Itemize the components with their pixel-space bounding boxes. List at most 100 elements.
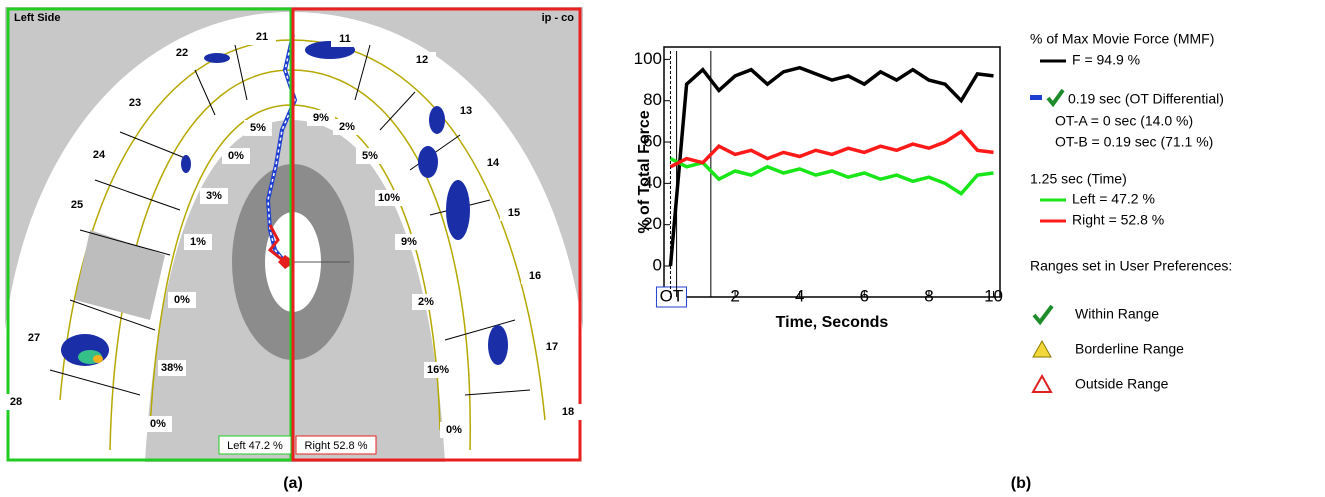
mode-label: ip - co bbox=[542, 12, 575, 24]
tooth-number-box bbox=[408, 52, 436, 68]
legend-label: F = 94.9 % bbox=[1072, 52, 1140, 68]
left-total-box bbox=[218, 435, 292, 455]
ot-marker bbox=[1030, 95, 1042, 100]
tooth-number: 28 bbox=[10, 396, 22, 408]
tooth-percent-box bbox=[395, 234, 423, 250]
tooth-number-box bbox=[2, 394, 30, 410]
tooth-number-box bbox=[521, 268, 549, 284]
x-tick-label: OT bbox=[660, 286, 684, 305]
ranges-title: Ranges set in User Preferences: bbox=[1030, 258, 1232, 274]
tooth-number-box bbox=[452, 103, 480, 119]
y-tick-label: 100 bbox=[634, 49, 662, 68]
x-axis-title: Time, Seconds bbox=[776, 314, 889, 331]
tooth-percent: 10% bbox=[378, 192, 400, 204]
tooth-percent: 2% bbox=[418, 296, 434, 308]
ot-b: OT-B = 0.19 sec (71.1 %) bbox=[1055, 134, 1213, 150]
tooth-number: 13 bbox=[460, 105, 472, 117]
series-line bbox=[669, 157, 994, 196]
tooth-percent: 2% bbox=[339, 121, 355, 133]
tooth-percent: 0% bbox=[150, 418, 166, 430]
y-tick-label: 20 bbox=[643, 214, 662, 233]
tooth-number-box bbox=[85, 147, 113, 163]
series-line bbox=[669, 129, 994, 169]
contact-hot bbox=[93, 355, 103, 363]
x-tick-label: 6 bbox=[860, 286, 869, 305]
tooth-percent: 1% bbox=[190, 236, 206, 248]
tooth-percent-box bbox=[158, 360, 186, 376]
borderline-range: Borderline Range bbox=[1075, 341, 1184, 357]
tooth-percent: 9% bbox=[313, 112, 329, 124]
tooth-percent: 9% bbox=[401, 236, 417, 248]
tooth-percent-box bbox=[200, 188, 228, 204]
tooth-percent-box bbox=[244, 120, 272, 136]
tooth-number-box bbox=[331, 31, 359, 47]
caption: (b) bbox=[1011, 475, 1031, 492]
x-tick-label: 2 bbox=[730, 286, 739, 305]
y-tick-label: 60 bbox=[643, 132, 662, 151]
tooth-percent-box bbox=[356, 148, 384, 164]
tooth-percent: 0% bbox=[446, 424, 462, 436]
force-trajectory bbox=[265, 34, 298, 264]
tooth-percent: 3% bbox=[206, 190, 222, 202]
x-tick-label: 8 bbox=[924, 286, 933, 305]
ot-box bbox=[655, 286, 687, 308]
tooth-number-box bbox=[168, 45, 196, 61]
x-tick-label: 4 bbox=[795, 286, 804, 305]
force-marker bbox=[278, 255, 295, 269]
tooth-number: 25 bbox=[71, 199, 83, 211]
tooth-percent-box bbox=[375, 190, 403, 206]
warning-icon bbox=[1032, 339, 1052, 358]
within-range: Within Range bbox=[1075, 306, 1159, 322]
tooth-number: 11 bbox=[339, 33, 351, 45]
tooth-percent-box bbox=[440, 422, 468, 438]
tooth-number: 22 bbox=[176, 47, 188, 59]
missing-tooth bbox=[75, 230, 165, 320]
tooth-dividers bbox=[49, 44, 531, 396]
tooth-percent: 0% bbox=[174, 294, 190, 306]
right-frame bbox=[291, 7, 582, 462]
tooth-percent-box bbox=[307, 110, 335, 126]
caption: (a) bbox=[283, 475, 303, 492]
tooth-number: 23 bbox=[129, 97, 141, 109]
series-line bbox=[668, 65, 994, 267]
tooth-number-box bbox=[121, 95, 149, 111]
tooth-number-box bbox=[248, 29, 276, 45]
tooth-number-box bbox=[63, 197, 91, 213]
tooth-percent-box bbox=[168, 292, 196, 308]
tooth-number: 16 bbox=[529, 270, 541, 282]
check-icon bbox=[1032, 304, 1054, 326]
tooth-percent-box bbox=[424, 362, 452, 378]
tooth-number: 17 bbox=[546, 341, 558, 353]
alert-icon bbox=[1031, 373, 1053, 393]
y-axis-title: % of Total Force bbox=[636, 110, 653, 233]
tooth-percent: 5% bbox=[250, 122, 266, 134]
tooth-number-box bbox=[20, 330, 48, 346]
tooth-percent-box bbox=[184, 234, 212, 250]
left-frame bbox=[6, 7, 293, 462]
tooth-percent: 0% bbox=[228, 150, 244, 162]
tooth-percent-box bbox=[333, 119, 361, 135]
tooth-number: 14 bbox=[487, 157, 500, 169]
tooth-number: 27 bbox=[28, 332, 40, 344]
legend-label: Right = 52.8 % bbox=[1072, 212, 1164, 228]
tooth-percent: 38% bbox=[161, 362, 183, 374]
right-total: Right 52.8 % bbox=[305, 440, 368, 452]
tooth-number-box bbox=[500, 205, 528, 221]
tooth-percent-box bbox=[412, 294, 440, 310]
tooth-number: 12 bbox=[416, 54, 428, 66]
outside-range: Outside Range bbox=[1075, 376, 1169, 392]
tooth-number-box bbox=[479, 155, 507, 171]
y-tick-label: 80 bbox=[643, 90, 662, 109]
time-label: 1.25 sec (Time) bbox=[1030, 171, 1127, 187]
tooth-number: 18 bbox=[562, 406, 574, 418]
right-total-box bbox=[295, 435, 377, 455]
tooth-number-box bbox=[554, 404, 582, 420]
tooth-number: 24 bbox=[93, 149, 106, 161]
tooth-percent: 5% bbox=[362, 150, 378, 162]
tooth-number-box bbox=[538, 339, 566, 355]
side-label: Left Side bbox=[14, 12, 60, 24]
check-icon bbox=[1046, 88, 1065, 108]
y-tick-label: 40 bbox=[643, 173, 662, 192]
legend-title: % of Max Movie Force (MMF) bbox=[1030, 31, 1214, 47]
